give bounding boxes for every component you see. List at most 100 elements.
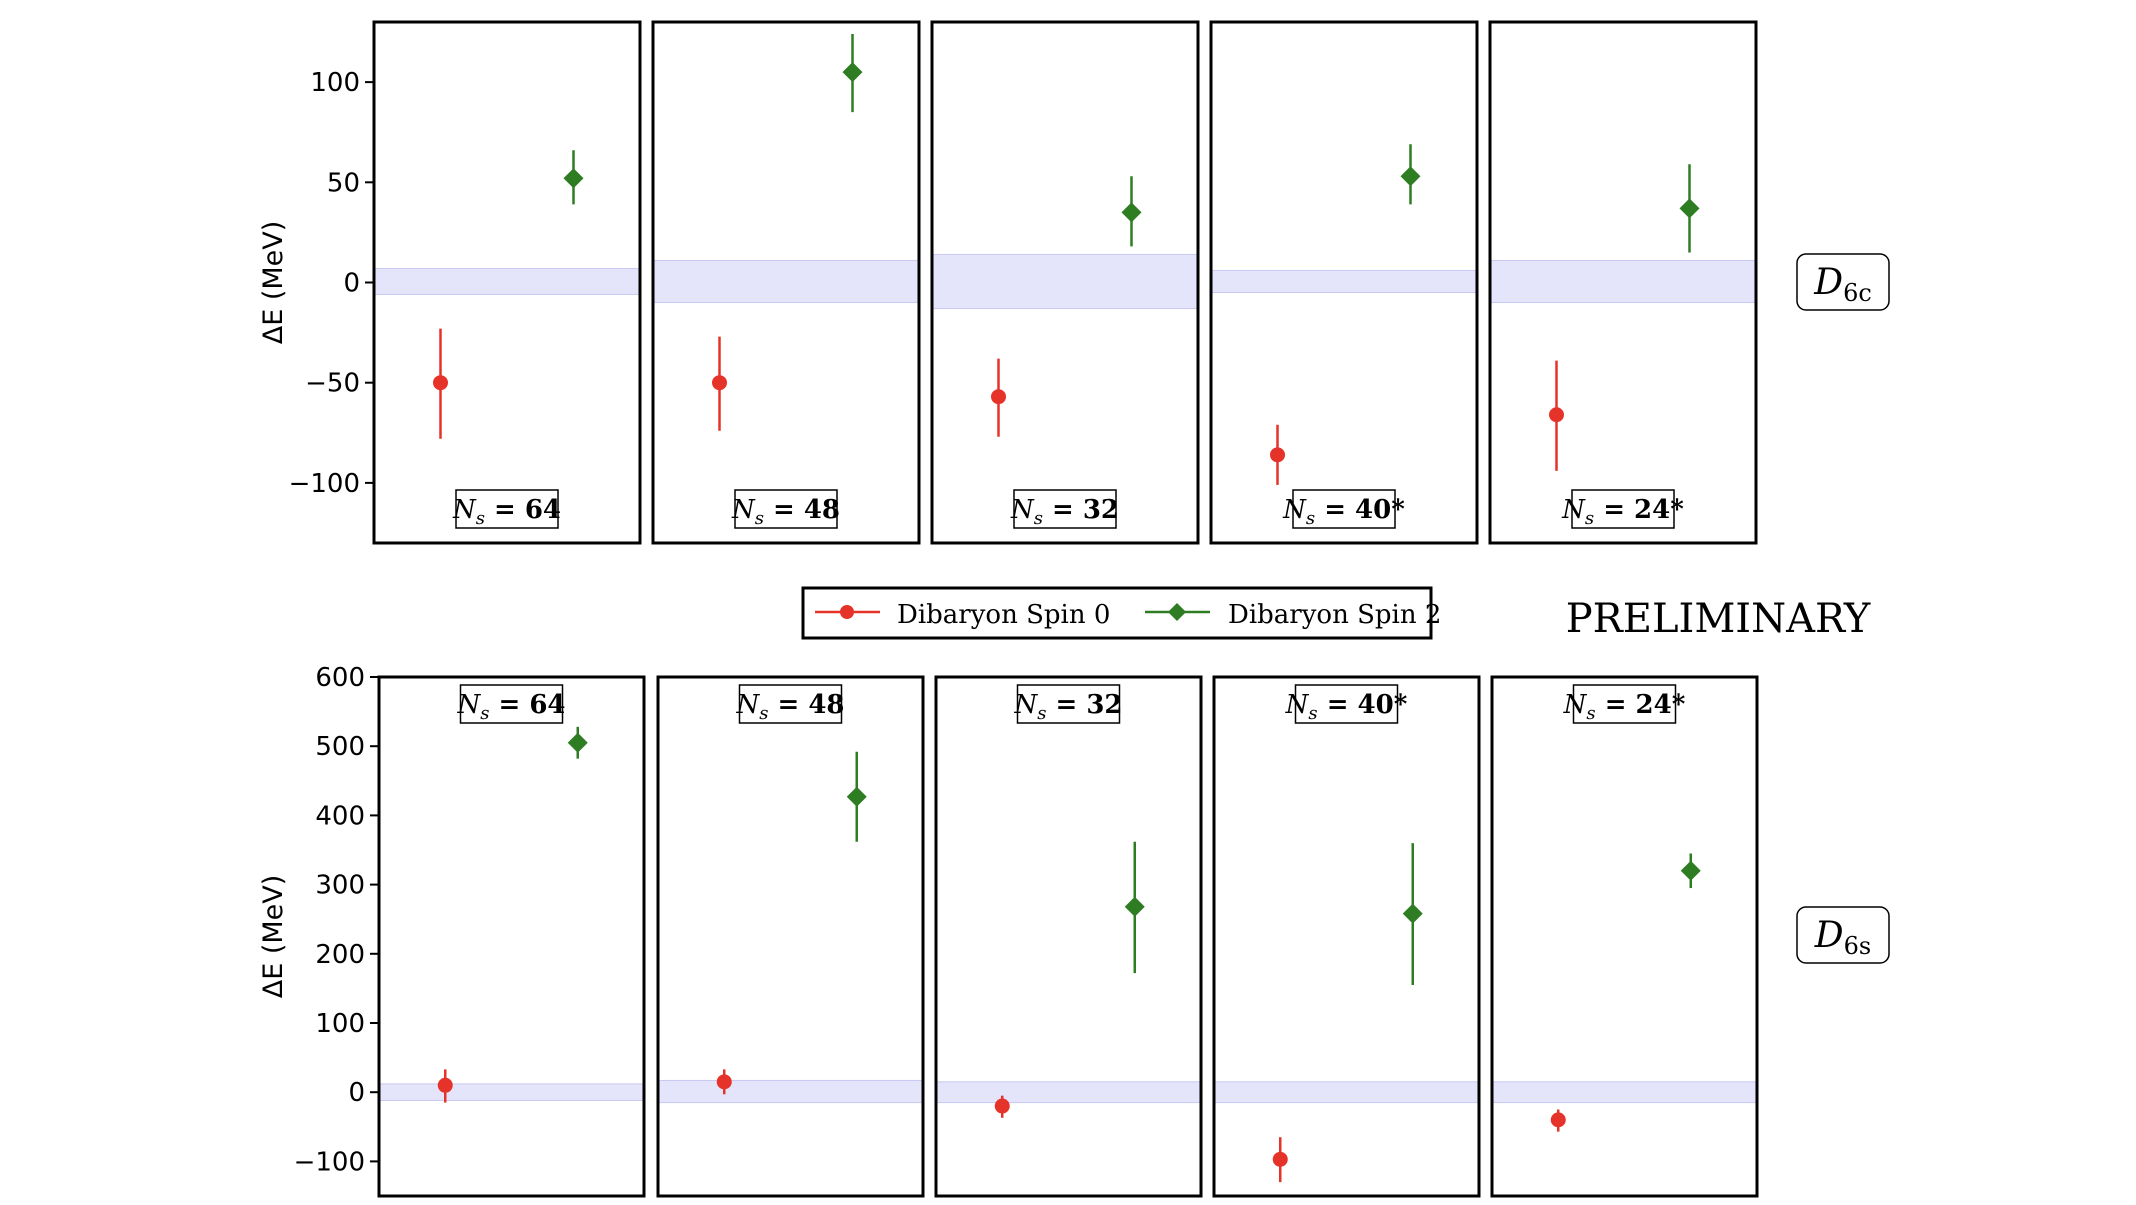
lattice-size-label: Ns = 40* [1282,495,1405,529]
legend-spin2-marker [1168,603,1186,621]
y-tick-label: 100 [315,1009,365,1039]
y-axis-label: ΔE (MeV) [258,221,289,345]
spin2-point [563,168,584,189]
panel-frame [1209,20,1479,545]
lattice-size-box [1013,489,1117,529]
panel-frame [1488,20,1758,545]
y-tick-label: 100 [310,68,360,98]
spin0-point [994,1098,1010,1114]
lattice-size-box [459,684,564,724]
row-label: D6c [1813,262,1872,307]
spin0-point [716,1074,732,1090]
lattice-size-label: Ns = 24* [1561,495,1684,529]
spin0-point [1549,407,1564,423]
lattice-size-label-var: N [1010,495,1035,525]
y-tick-label: 50 [327,168,360,198]
lattice-size-label-rest: = 48 [768,690,844,720]
legend-box [801,586,1433,640]
threshold-band [378,1083,645,1102]
lattice-size-label-var: N [1563,690,1588,720]
spin2-point [1680,860,1701,881]
lattice-size-label: Ns = 64 [452,495,561,529]
spin0-point [991,389,1006,405]
row-label-subscript: 6c [1843,279,1872,307]
lattice-size-label: Ns = 48 [735,690,844,724]
lattice-size-box [1292,489,1396,529]
threshold-band [1491,1081,1758,1104]
lattice-size-box [1294,684,1399,724]
panel-frame [1212,675,1481,1198]
spin2-point [1121,202,1142,223]
spin2-point [1679,198,1700,219]
lattice-size-label-var: N [1561,495,1586,525]
y-tick-label: 0 [348,1078,365,1108]
lattice-size-label-rest: = 64 [485,495,561,525]
panel-D6c-2: Ns = 32 [930,20,1200,545]
spin2-point [1402,903,1423,924]
lattice-size-label: Ns = 64 [456,690,565,724]
lattice-size-label-sub: s [759,703,768,724]
panel-frame [934,675,1203,1198]
lattice-size-label-rest: = 24* [1596,690,1686,720]
spin0-point [1272,1151,1288,1167]
row-label: D6s [1814,915,1871,960]
threshold-band [1213,1081,1480,1104]
panel-D6c-4: Ns = 24* [1488,20,1758,545]
y-tick-label: 300 [315,871,365,901]
lattice-size-label: Ns = 32 [1010,495,1119,529]
spin0-point [437,1077,453,1093]
y-tick-label: −100 [294,1147,365,1177]
panel-D6s-0: Ns = 64 [377,675,646,1198]
row-label-box [1796,906,1890,964]
spin0-point [433,375,448,391]
lattice-size-label-rest: = 32 [1043,495,1119,525]
panel-D6c-0: Ns = 64 [372,20,642,545]
y-tick-label: 400 [315,801,365,831]
lattice-size-box [1572,684,1677,724]
panel-frame [377,675,646,1198]
spin2-point [846,786,867,807]
lattice-size-label-sub: s [755,508,764,529]
lattice-size-label-rest: = 32 [1046,690,1122,720]
lattice-size-label-sub: s [1586,703,1595,724]
panel-D6c-1: Ns = 48 [651,20,921,545]
lattice-size-label-sub: s [1306,508,1315,529]
panel-frame [930,20,1200,545]
y-tick-label: 200 [315,940,365,970]
lattice-size-box [1016,684,1121,724]
y-tick-label: 0 [343,269,360,299]
lattice-size-label-sub: s [1585,508,1594,529]
panel-frame [1490,675,1759,1198]
y-tick-label: 600 [315,663,365,693]
spin0-point [712,375,727,391]
threshold-band [373,267,641,296]
lattice-size-label-sub: s [1034,508,1043,529]
lattice-size-label-rest: = 48 [764,495,840,525]
lattice-size-label-var: N [452,495,477,525]
panel-D6s-3: Ns = 40* [1212,675,1481,1198]
lattice-size-label-var: N [1013,690,1038,720]
legend-spin2-label: Dibaryon Spin 2 [1228,600,1441,630]
threshold-band [935,1081,1202,1104]
y-axis-label: ΔE (MeV) [258,875,289,999]
lattice-size-label-rest: = 24* [1594,495,1684,525]
lattice-size-label-var: N [735,690,760,720]
spin2-point [1400,166,1421,187]
legend: Dibaryon Spin 0 Dibaryon Spin 2 [801,586,1441,640]
y-tick-label: 500 [315,732,365,762]
panel-D6s-2: Ns = 32 [934,675,1203,1198]
panel-frame [372,20,642,545]
lattice-size-label: Ns = 40* [1285,690,1408,724]
threshold-band [1210,269,1478,294]
lattice-size-box [738,684,843,724]
panel-frame [651,20,921,545]
lattice-size-label-var: N [456,690,481,720]
lattice-size-label-sub: s [476,508,485,529]
lattice-size-label-var: N [731,495,756,525]
lattice-size-label-var: N [1282,495,1307,525]
spin2-point [567,732,588,753]
lattice-size-label-rest: = 40* [1318,690,1408,720]
